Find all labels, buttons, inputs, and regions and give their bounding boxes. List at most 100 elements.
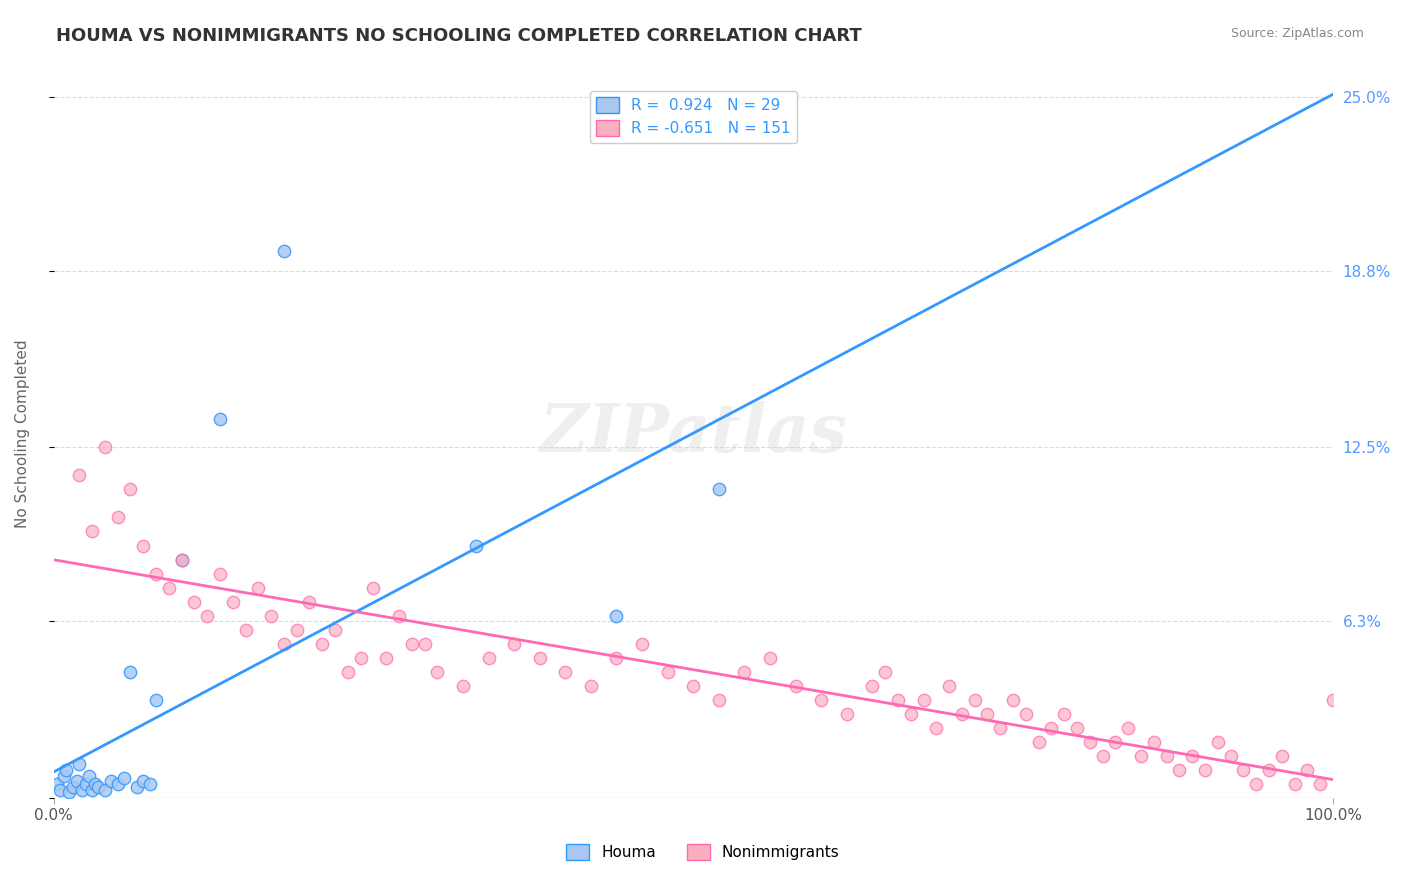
Point xyxy=(451,679,474,693)
Point xyxy=(835,706,858,721)
Point xyxy=(83,777,105,791)
Point xyxy=(1143,735,1166,749)
Point xyxy=(1258,763,1281,777)
Point xyxy=(94,782,117,797)
Point xyxy=(145,693,167,707)
Point xyxy=(46,777,69,791)
Point xyxy=(963,693,986,707)
Point xyxy=(350,650,373,665)
Point xyxy=(1271,749,1294,764)
Text: ZIPatlas: ZIPatlas xyxy=(540,401,848,466)
Y-axis label: No Schooling Completed: No Schooling Completed xyxy=(15,339,30,527)
Point xyxy=(107,510,129,524)
Point xyxy=(75,777,97,791)
Point xyxy=(1296,763,1319,777)
Point xyxy=(183,594,205,608)
Point xyxy=(950,706,973,721)
Point xyxy=(1040,721,1063,735)
Point xyxy=(79,769,101,783)
Point xyxy=(363,581,385,595)
Point xyxy=(912,693,935,707)
Point xyxy=(579,679,602,693)
Legend: Houma, Nonimmigrants: Houma, Nonimmigrants xyxy=(560,838,846,866)
Point xyxy=(375,650,398,665)
Point xyxy=(631,637,654,651)
Point xyxy=(413,637,436,651)
Point xyxy=(426,665,449,679)
Point xyxy=(67,468,90,483)
Point xyxy=(247,581,270,595)
Point xyxy=(401,637,423,651)
Point xyxy=(938,679,960,693)
Point xyxy=(323,623,346,637)
Point xyxy=(860,679,883,693)
Text: HOUMA VS NONIMMIGRANTS NO SCHOOLING COMPLETED CORRELATION CHART: HOUMA VS NONIMMIGRANTS NO SCHOOLING COMP… xyxy=(56,27,862,45)
Point xyxy=(529,650,551,665)
Point xyxy=(112,772,135,786)
Point xyxy=(988,721,1011,735)
Point xyxy=(1130,749,1153,764)
Point xyxy=(260,608,283,623)
Point xyxy=(1322,693,1344,707)
Point xyxy=(157,581,180,595)
Point xyxy=(125,780,148,794)
Point xyxy=(58,785,80,799)
Point xyxy=(503,637,526,651)
Point xyxy=(1244,777,1267,791)
Point xyxy=(222,594,245,608)
Point xyxy=(733,665,755,679)
Point xyxy=(66,774,89,789)
Point xyxy=(464,539,486,553)
Point xyxy=(52,769,75,783)
Point xyxy=(1104,735,1126,749)
Point xyxy=(138,777,160,791)
Point xyxy=(80,524,103,539)
Point xyxy=(759,650,782,665)
Point xyxy=(235,623,257,637)
Point xyxy=(208,412,231,426)
Point xyxy=(1232,763,1254,777)
Point xyxy=(875,665,897,679)
Point xyxy=(1168,763,1191,777)
Point xyxy=(1116,721,1139,735)
Point xyxy=(1015,706,1038,721)
Point xyxy=(208,566,231,581)
Point xyxy=(810,693,832,707)
Point xyxy=(785,679,807,693)
Point xyxy=(311,637,333,651)
Point xyxy=(107,777,129,791)
Point xyxy=(285,623,308,637)
Point xyxy=(70,782,93,797)
Point xyxy=(49,782,72,797)
Point xyxy=(100,774,122,789)
Point xyxy=(132,539,155,553)
Point xyxy=(1194,763,1216,777)
Point xyxy=(80,782,103,797)
Point xyxy=(900,706,922,721)
Point xyxy=(1002,693,1025,707)
Point xyxy=(120,665,142,679)
Point xyxy=(273,244,295,258)
Point xyxy=(120,483,142,497)
Point xyxy=(477,650,499,665)
Point xyxy=(67,757,90,772)
Point xyxy=(1091,749,1114,764)
Point xyxy=(605,650,627,665)
Point xyxy=(273,637,295,651)
Point xyxy=(1181,749,1204,764)
Point xyxy=(145,566,167,581)
Point xyxy=(1078,735,1101,749)
Point xyxy=(1028,735,1050,749)
Point xyxy=(925,721,948,735)
Point xyxy=(55,763,77,777)
Point xyxy=(976,706,998,721)
Point xyxy=(887,693,910,707)
Text: Source: ZipAtlas.com: Source: ZipAtlas.com xyxy=(1230,27,1364,40)
Point xyxy=(195,608,218,623)
Point xyxy=(707,693,730,707)
Point xyxy=(1219,749,1241,764)
Point xyxy=(1284,777,1306,791)
Point xyxy=(554,665,576,679)
Point xyxy=(1053,706,1076,721)
Point xyxy=(298,594,321,608)
